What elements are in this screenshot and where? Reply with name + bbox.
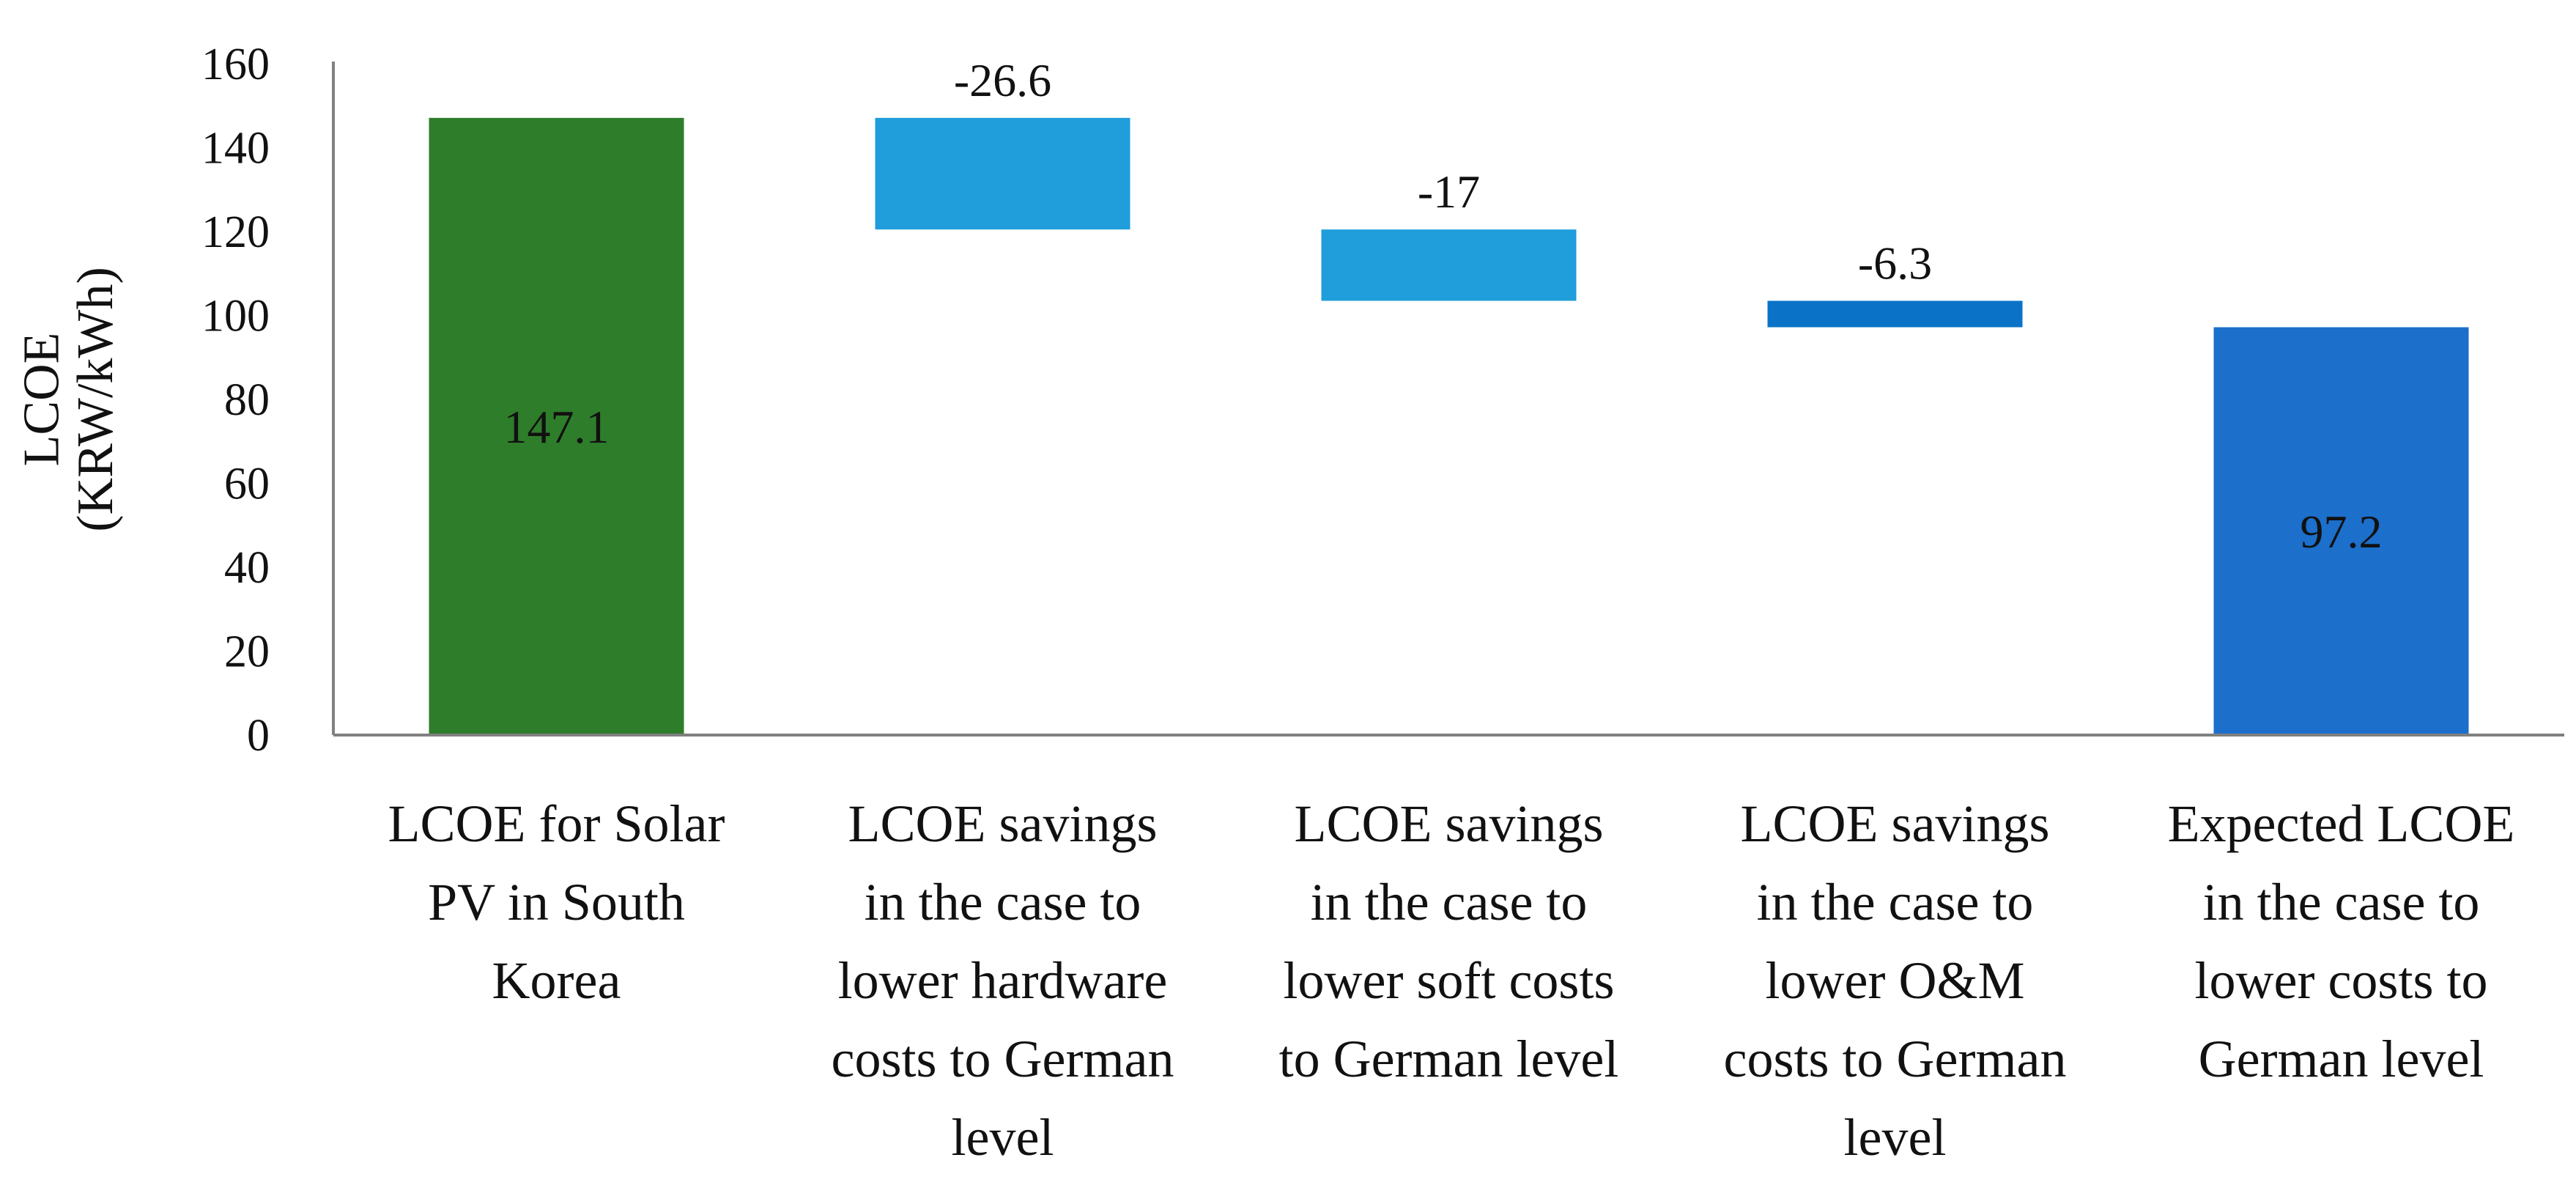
x-category-label-line: Expected LCOE xyxy=(2168,794,2515,853)
y-tick-label: 40 xyxy=(224,543,270,593)
x-category-label-line: lower soft costs xyxy=(1284,951,1615,1010)
x-category-label-line: level xyxy=(952,1108,1054,1167)
x-category-label-line: costs to German xyxy=(1724,1030,2067,1088)
y-axis-label-line: LCOE xyxy=(14,333,70,467)
bar-2 xyxy=(875,117,1130,230)
x-category-label-1: LCOE for Solar PV in South Korea xyxy=(388,794,725,1010)
x-category-label-line: lower O&M xyxy=(1766,951,2025,1010)
y-axis-title: LCOE(KRW/kWh) xyxy=(14,267,125,532)
x-category-label-line: in the case to xyxy=(1757,873,2034,931)
x-category-label-line: LCOE savings xyxy=(1741,794,2050,853)
data-label-1: 147.1 xyxy=(504,401,610,453)
y-axis-label: LCOE(KRW/kWh) xyxy=(14,267,125,532)
category-labels: LCOE for Solar PV in South Korea LCOE savin… xyxy=(388,794,2515,1167)
data-labels: 147.1 -26.6 -17 -6.3 97.2 xyxy=(504,54,2383,558)
x-category-label-line: LCOE savings xyxy=(1295,794,1604,853)
data-label-4: -6.3 xyxy=(1858,237,1932,289)
y-tick-label: 100 xyxy=(201,292,270,342)
y-tick-label: 120 xyxy=(201,207,270,257)
x-category-label-line: in the case to xyxy=(865,873,1141,931)
y-tick-label: 0 xyxy=(247,711,270,761)
bar-4 xyxy=(1767,300,2023,328)
bar-5 xyxy=(2213,327,2469,735)
y-tick-label: 60 xyxy=(224,459,270,509)
x-category-label-line: lower hardware xyxy=(838,951,1168,1010)
y-tick-label: 80 xyxy=(224,375,270,425)
y-axis-ticks: 0 20 40 60 80 100 120 140 160 xyxy=(201,40,270,761)
x-category-label-line: Korea xyxy=(492,951,621,1010)
bar-3 xyxy=(1321,229,1577,301)
y-tick-label: 160 xyxy=(201,40,270,89)
x-category-label-line: PV in South xyxy=(428,873,685,931)
axes xyxy=(332,62,2564,737)
x-category-label-line: in the case to xyxy=(2203,873,2480,931)
x-category-label-line: LCOE savings xyxy=(848,794,1158,853)
x-category-label-line: LCOE for Solar xyxy=(388,794,725,853)
x-category-label-5: Expected LCOE in the case to lower costs t… xyxy=(2168,794,2515,1088)
bars xyxy=(429,117,2469,736)
x-category-label-3: LCOE savings in the case to lower soft cos… xyxy=(1279,794,1619,1088)
x-category-label-line: costs to German xyxy=(832,1030,1174,1088)
y-tick-label: 140 xyxy=(201,124,270,174)
x-category-label-line: in the case to xyxy=(1311,873,1588,931)
data-label-2: -26.6 xyxy=(954,54,1051,106)
x-category-label-line: lower costs to xyxy=(2195,951,2488,1010)
data-label-5: 97.2 xyxy=(2301,506,2383,558)
bar-1 xyxy=(429,117,684,736)
x-category-label-2: LCOE savings in the case to lower hardware… xyxy=(832,794,1174,1167)
data-label-3: -17 xyxy=(1418,166,1480,218)
x-category-label-line: German level xyxy=(2199,1030,2484,1088)
x-category-label-line: to German level xyxy=(1279,1030,1619,1088)
x-category-label-line: level xyxy=(1844,1108,1947,1167)
y-tick-label: 20 xyxy=(224,627,270,677)
x-category-label-4: LCOE savings in the case to lower O&M costs… xyxy=(1724,794,2067,1167)
y-axis-label-line: (KRW/kWh) xyxy=(67,267,124,532)
